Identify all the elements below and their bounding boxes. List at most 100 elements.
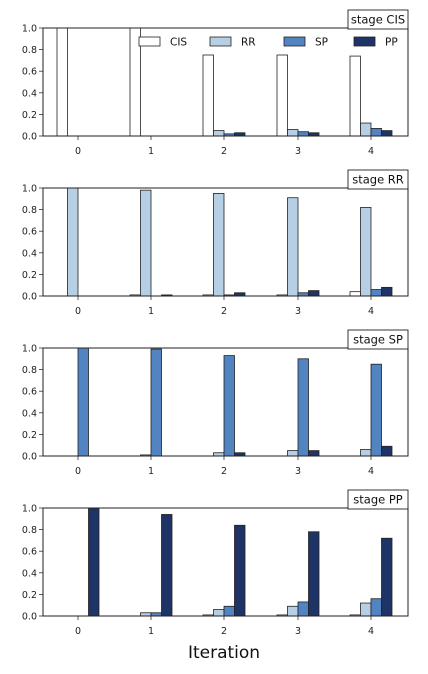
y-tick-label: 0.6 xyxy=(22,227,37,238)
x-tick-label: 1 xyxy=(148,146,154,157)
bar-cis xyxy=(349,55,361,136)
stage-label: stage RR xyxy=(352,173,404,187)
bar-rr xyxy=(213,192,225,296)
bar-pp xyxy=(308,531,320,616)
y-tick-label: 0.6 xyxy=(22,67,37,78)
bar-rr xyxy=(360,122,372,136)
x-tick-label: 2 xyxy=(221,626,227,637)
x-tick-label: 0 xyxy=(75,146,81,157)
x-tick-label: 3 xyxy=(295,146,301,157)
bar-sp xyxy=(223,355,235,456)
x-tick-label: 4 xyxy=(368,146,374,157)
y-tick-label: 0.6 xyxy=(22,387,37,398)
bar-pp xyxy=(88,508,100,616)
stage-label-box xyxy=(347,9,409,30)
bar-sp xyxy=(370,363,382,456)
bar-sp xyxy=(297,358,309,456)
legend-label-rr: RR xyxy=(241,37,256,49)
stage-label: stage CIS xyxy=(351,13,405,27)
y-tick-label: 0.2 xyxy=(22,270,37,281)
stage-label: stage SP xyxy=(353,333,403,347)
panel-1: 0.0 0.2 0.4 0.6 0.8 1.0 0 1 2 3 4 stage RR xyxy=(22,169,409,317)
x-tick-label: 3 xyxy=(295,306,301,317)
bar-rr xyxy=(287,605,299,616)
bar-rr xyxy=(287,129,299,136)
bar-pp xyxy=(381,445,393,456)
y-tick-label: 0.4 xyxy=(22,408,37,419)
y-tick-label: 1.0 xyxy=(22,344,37,355)
bar-sp xyxy=(297,601,309,616)
y-tick-label: 0.0 xyxy=(22,452,37,463)
legend-label-cis: CIS xyxy=(170,37,187,49)
legend-swatch-sp xyxy=(283,36,306,47)
bar-rr xyxy=(360,602,372,616)
y-tick-label: 0.0 xyxy=(22,292,37,303)
bars-3 xyxy=(88,508,393,616)
bars-1 xyxy=(67,188,393,296)
bar-sp xyxy=(223,605,235,616)
y-tick-label: 0.0 xyxy=(22,132,37,143)
x-tick-label: 4 xyxy=(368,626,374,637)
bar-sp xyxy=(77,348,89,456)
y-tick-label: 0.2 xyxy=(22,110,37,121)
y-tick-label: 0.0 xyxy=(22,612,37,623)
x-tick-label: 3 xyxy=(295,466,301,477)
y-tick-label: 0.8 xyxy=(22,205,37,216)
legend-swatch-rr xyxy=(209,36,232,47)
x-tick-label: 1 xyxy=(148,306,154,317)
x-tick-label: 0 xyxy=(75,306,81,317)
x-tick-label: 4 xyxy=(368,306,374,317)
stage-label: stage PP xyxy=(353,493,403,507)
x-tick-label: 2 xyxy=(221,146,227,157)
x-tick-label: 4 xyxy=(368,466,374,477)
bar-pp xyxy=(234,524,246,616)
x-tick-label: 3 xyxy=(295,626,301,637)
stage-label-box xyxy=(347,489,409,510)
panel-3: 0.0 0.2 0.4 0.6 0.8 1.0 0 1 2 3 4 stage PP xyxy=(22,489,409,637)
bar-rr xyxy=(287,450,299,456)
stage-label-box xyxy=(347,329,409,350)
y-tick-label: 0.8 xyxy=(22,365,37,376)
y-tick-label: 1.0 xyxy=(22,24,37,35)
legend-swatch-pp xyxy=(353,36,376,47)
panel-2: 0.0 0.2 0.4 0.6 0.8 1.0 0 1 2 3 4 stage SP xyxy=(22,329,409,477)
stage-label-box xyxy=(347,169,409,190)
bar-rr xyxy=(140,189,152,296)
bar-rr xyxy=(287,197,299,296)
legend: CIS RR SP PP xyxy=(138,36,398,49)
bar-pp xyxy=(161,294,173,296)
y-tick-label: 0.2 xyxy=(22,590,37,601)
bar-pp xyxy=(381,537,393,616)
bar-sp xyxy=(370,289,382,296)
y-tick-label: 1.0 xyxy=(22,184,37,195)
x-tick-label: 1 xyxy=(148,466,154,477)
legend-label-pp: PP xyxy=(385,37,398,49)
legend-label-sp: SP xyxy=(315,37,328,49)
bar-rr xyxy=(213,609,225,616)
bar-pp xyxy=(381,286,393,296)
bar-pp xyxy=(161,514,173,616)
bar-sp xyxy=(150,348,162,456)
bar-rr xyxy=(213,130,225,136)
x-tick-label: 2 xyxy=(221,306,227,317)
bar-sp xyxy=(370,598,382,616)
bar-pp xyxy=(308,450,320,456)
x-axis-label: Iteration xyxy=(188,643,260,663)
bar-pp xyxy=(234,452,246,456)
legend-swatch-cis xyxy=(138,36,161,47)
bar-rr xyxy=(67,188,79,296)
y-tick-label: 0.4 xyxy=(22,88,37,99)
y-tick-label: 0.6 xyxy=(22,547,37,558)
bar-cis xyxy=(202,54,214,136)
y-tick-label: 0.8 xyxy=(22,525,37,536)
bars-0 xyxy=(56,28,393,136)
y-tick-label: 0.4 xyxy=(22,248,37,259)
bar-rr xyxy=(360,449,372,456)
bar-sp xyxy=(370,128,382,136)
y-tick-label: 0.8 xyxy=(22,45,37,56)
bar-pp xyxy=(381,130,393,136)
axes-frame xyxy=(42,187,409,297)
axes-frame xyxy=(42,507,409,617)
bar-cis xyxy=(56,28,68,136)
bar-cis xyxy=(276,54,288,136)
